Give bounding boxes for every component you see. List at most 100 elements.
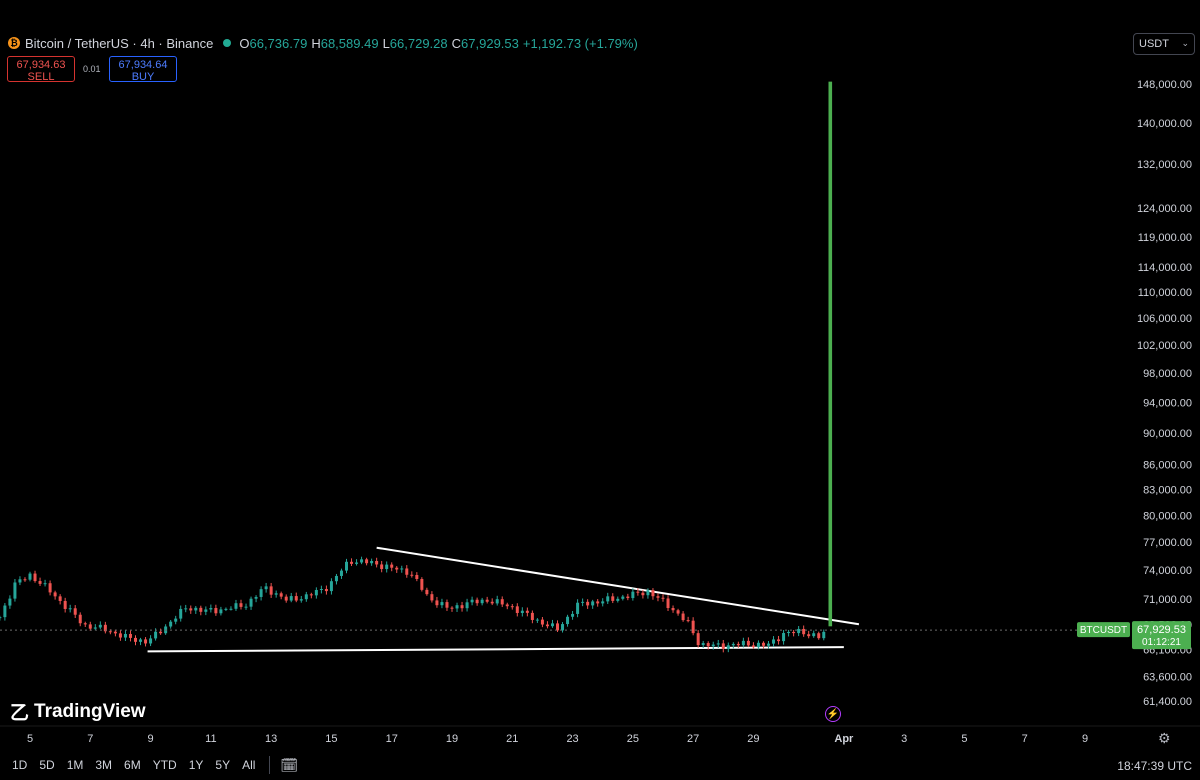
candle	[812, 633, 816, 637]
candle	[425, 589, 429, 595]
candle	[189, 608, 193, 611]
timeframe-3m[interactable]: 3M	[95, 758, 113, 772]
candle	[410, 574, 414, 576]
candle	[264, 586, 268, 590]
candle	[249, 598, 253, 607]
candle	[460, 605, 464, 609]
high-label: H	[311, 35, 321, 51]
y-tick-label: 110,000.00	[1138, 287, 1192, 299]
candle	[149, 638, 153, 644]
candle	[284, 596, 288, 601]
candle	[269, 586, 273, 595]
candle	[726, 645, 730, 649]
candle	[505, 604, 509, 607]
open-value: 66,736.79	[249, 35, 308, 51]
timeframe-all[interactable]: All	[242, 758, 256, 772]
candle	[495, 599, 499, 604]
candle	[179, 608, 183, 619]
buy-button[interactable]: 67,934.64 BUY	[109, 56, 177, 83]
timeframe-1m[interactable]: 1M	[66, 758, 84, 772]
candle	[395, 567, 399, 570]
candle	[400, 568, 404, 570]
candle	[209, 608, 213, 610]
candle	[244, 606, 248, 608]
candle	[746, 640, 750, 646]
spike-candle	[828, 81, 833, 627]
utc-clock[interactable]: 18:47:39 UTC	[1117, 759, 1192, 773]
candle	[174, 618, 178, 622]
candle	[345, 561, 348, 571]
calendar-range-icon[interactable]: 🗓	[280, 756, 299, 773]
candle	[515, 606, 519, 613]
candle	[309, 594, 313, 596]
x-tick-label: 27	[687, 733, 699, 745]
candle	[380, 564, 384, 570]
timeframe-6m[interactable]: 6M	[124, 758, 141, 772]
candle	[304, 594, 308, 600]
candle	[490, 601, 494, 604]
candle	[772, 639, 776, 644]
candle	[626, 596, 630, 599]
trendline-lower-support[interactable]	[147, 646, 844, 653]
y-tick-label: 80,000.00	[1143, 510, 1192, 522]
candle	[520, 610, 524, 613]
timeframe-5y[interactable]: 5Y	[215, 758, 231, 772]
y-tick-label: 124,000.00	[1137, 203, 1192, 215]
y-tick-label: 140,000.00	[1137, 118, 1192, 130]
candle	[279, 593, 283, 597]
candle	[761, 642, 765, 646]
candle	[13, 582, 17, 599]
buy-label: BUY	[131, 71, 155, 83]
symbol-title[interactable]: Bitcoin / TetherUS · 4h · Binance	[25, 35, 214, 51]
candle	[535, 619, 539, 621]
candle	[123, 633, 127, 638]
sell-button[interactable]: 67,934.63 SELL	[7, 56, 75, 83]
candle	[485, 599, 489, 602]
order-quantity[interactable]: 0.01	[83, 64, 101, 74]
timeframe-1d[interactable]: 1D	[12, 758, 28, 772]
x-tick-label: 11	[205, 733, 216, 745]
candle	[500, 599, 504, 605]
candle	[631, 591, 635, 599]
candle	[691, 620, 695, 634]
x-axis: 5 7 9 11 13 15 17 19 21 23 25 27 29 Apr 3 5 7 9	[27, 733, 1088, 745]
bitcoin-icon: ₿	[8, 37, 20, 49]
candle	[93, 627, 97, 629]
candle	[350, 561, 354, 564]
timeframe-1y[interactable]: 1Y	[188, 758, 204, 772]
trendline-upper-resistance[interactable]	[376, 546, 860, 626]
candle	[33, 573, 37, 582]
timeframe-5d[interactable]: 5D	[39, 758, 55, 772]
candle	[822, 631, 826, 639]
candle	[681, 613, 685, 621]
gear-icon[interactable]: ⚙	[1158, 730, 1171, 746]
candle	[219, 609, 223, 614]
lightning-icon[interactable]: ⚡	[825, 706, 841, 722]
low-value: 66,729.28	[389, 35, 448, 51]
candle	[0, 617, 2, 619]
candle	[721, 643, 725, 649]
candle	[113, 631, 117, 634]
change-value: +1,192.73 (+1.79%)	[522, 35, 638, 51]
candle	[636, 591, 640, 593]
timeframe-ytd[interactable]: YTD	[152, 758, 177, 772]
candle	[8, 598, 12, 606]
candle	[254, 596, 258, 599]
open-label: O	[239, 35, 250, 51]
candle	[73, 608, 77, 615]
candle	[606, 596, 610, 602]
currency-selector[interactable]: USDT ⌄	[1133, 33, 1195, 55]
candle	[596, 601, 600, 604]
y-tick-label: 86,000.00	[1143, 460, 1192, 472]
candle	[525, 610, 529, 613]
candle	[566, 616, 570, 625]
y-tick-label: 102,000.00	[1137, 340, 1192, 352]
buy-price: 67,934.64	[118, 59, 168, 71]
candle	[696, 633, 700, 646]
last-price-badge	[1132, 621, 1191, 650]
candle	[28, 573, 32, 580]
spike-candle-body	[828, 81, 833, 627]
market-open-indicator	[223, 39, 232, 47]
candle	[144, 639, 148, 644]
